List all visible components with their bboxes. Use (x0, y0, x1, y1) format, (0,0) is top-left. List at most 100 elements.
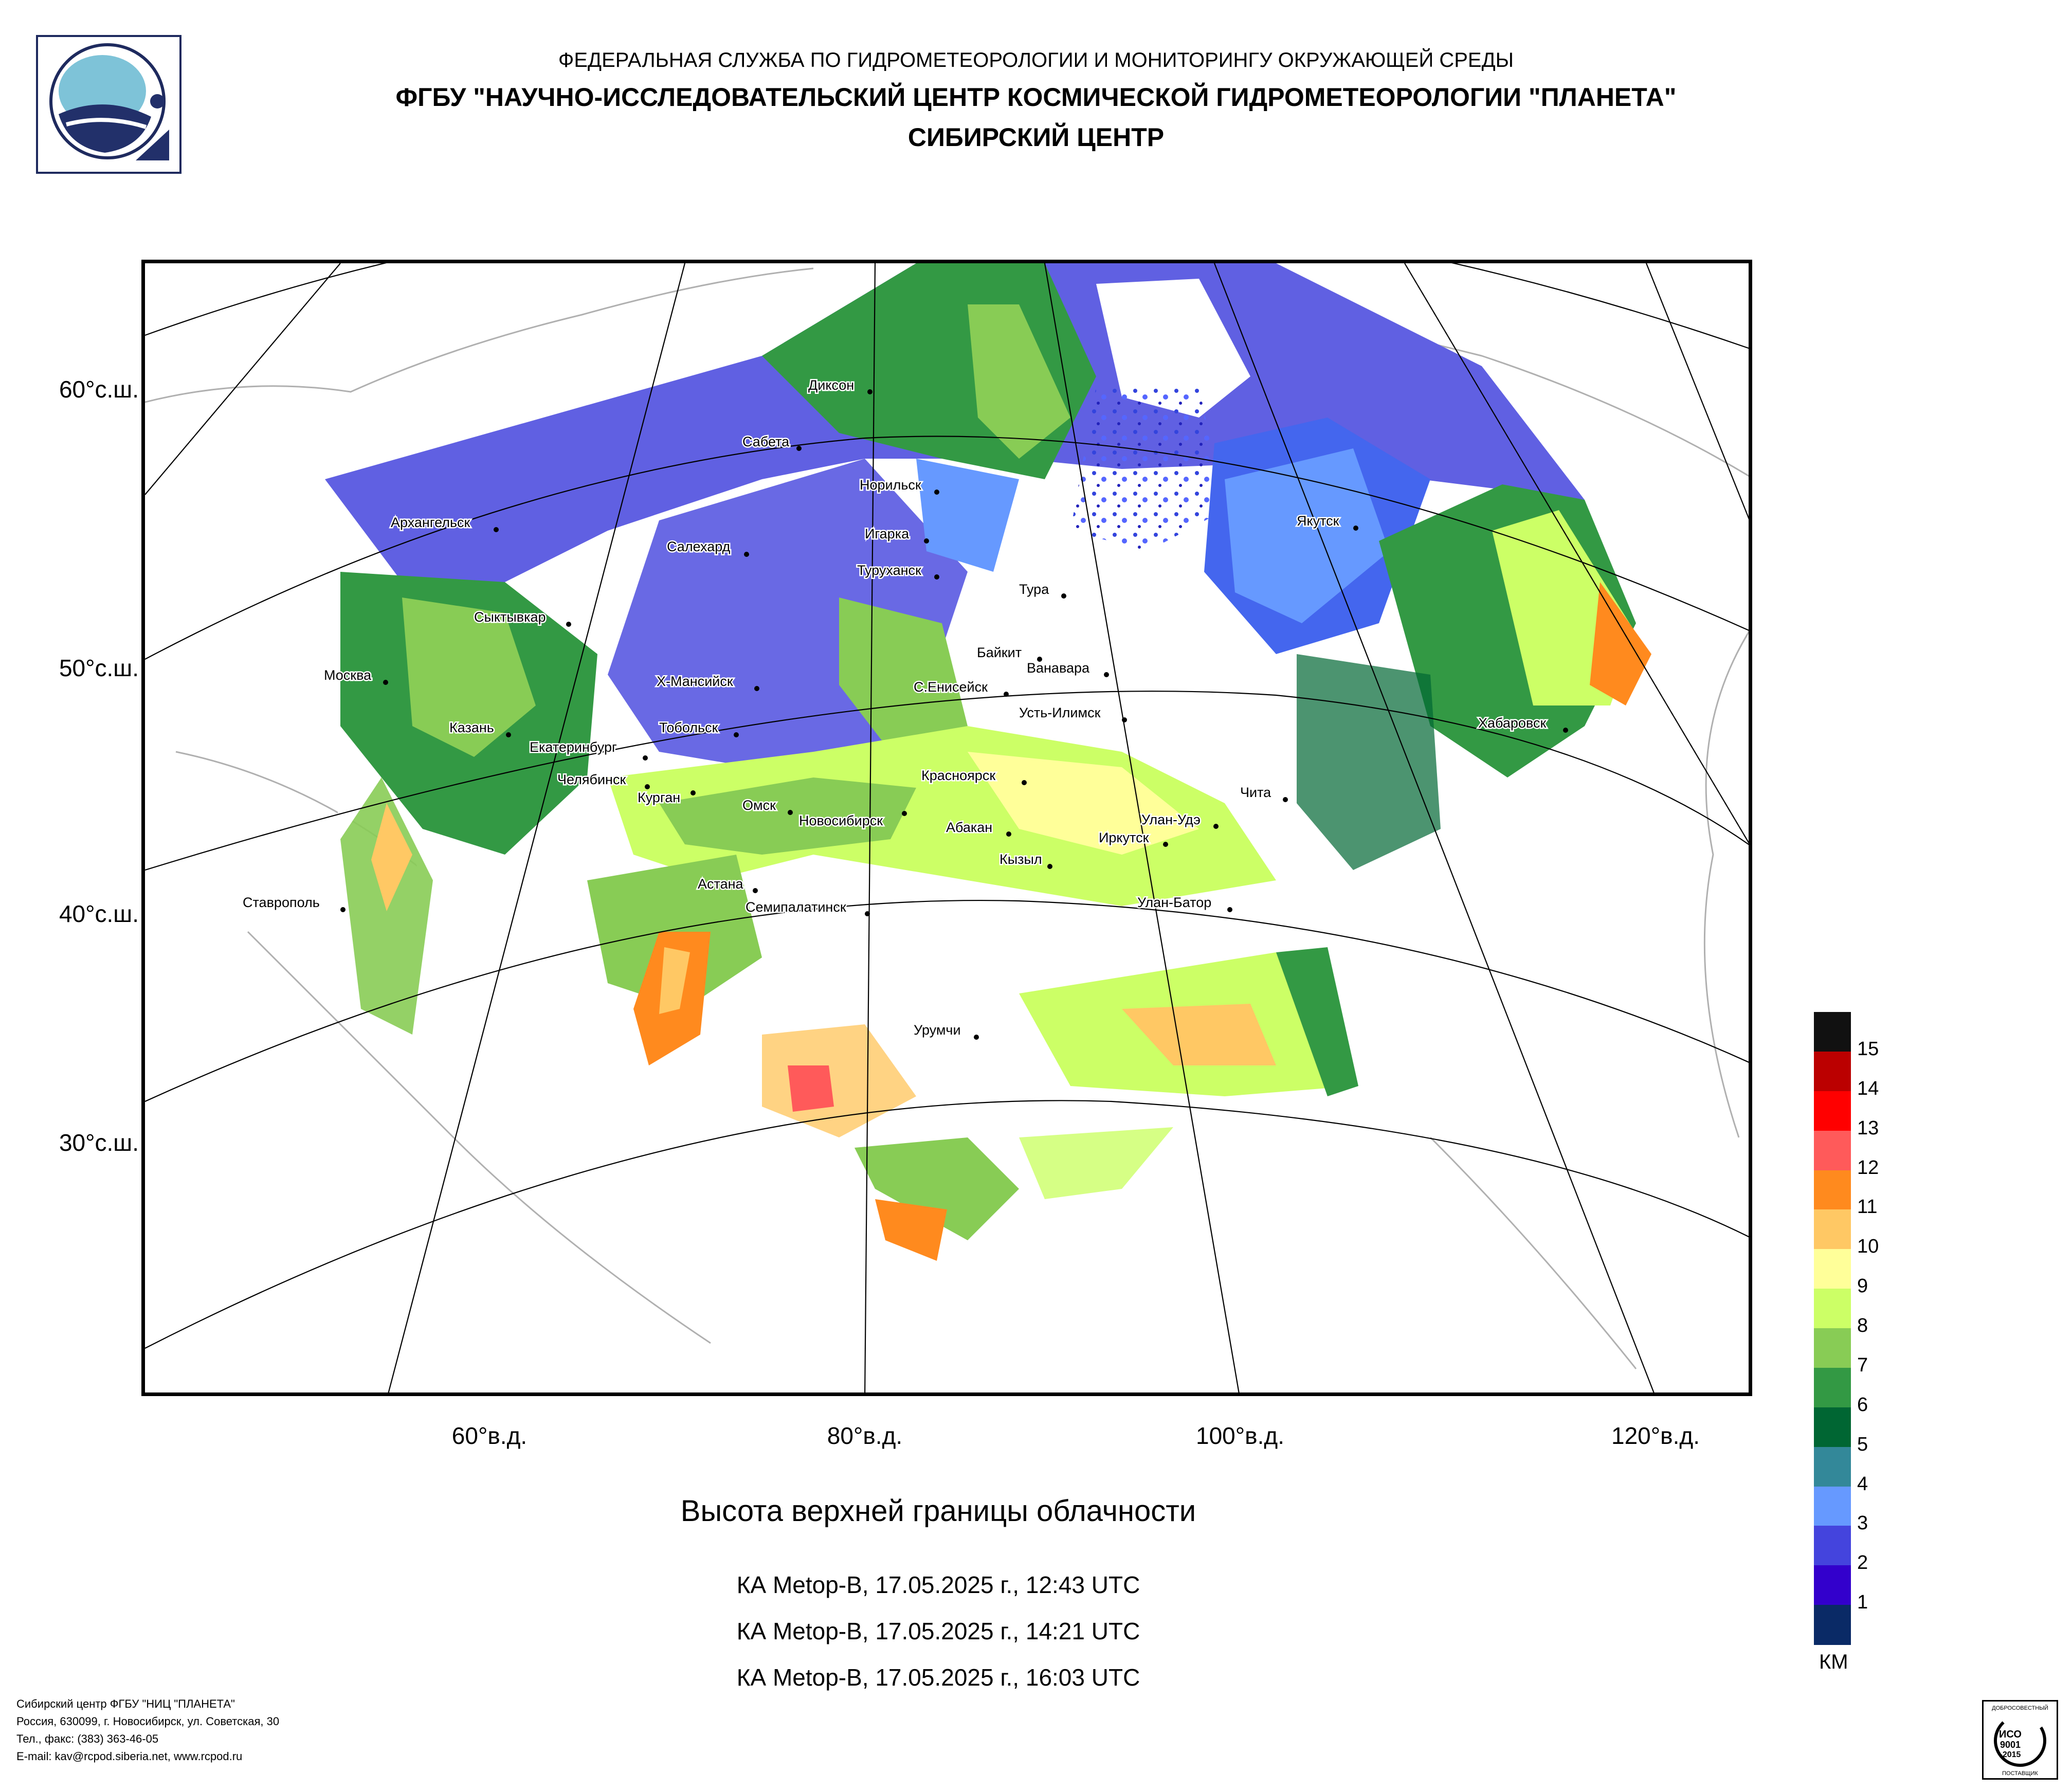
city-krasnoyarsk: Красноярск (920, 767, 1027, 785)
legend-swatch (1814, 1209, 1851, 1250)
svg-text:Хабаровск: Хабаровск (1478, 715, 1546, 731)
city-chelyabinsk: Челябинск (556, 771, 650, 789)
svg-text:Урумчи: Урумчи (914, 1022, 961, 1038)
city-syktyvkar: Сыктывкар (473, 608, 571, 627)
city-chita: Чита (1239, 784, 1288, 802)
pass-1: КА Metop-B, 17.05.2025 г., 12:43 UTC (736, 1571, 1140, 1598)
satellite-swath (320, 263, 1651, 1281)
lat-label-60: 60°с.ш. (59, 376, 139, 403)
svg-text:Москва: Москва (324, 667, 372, 683)
city-igarka: Игарка (864, 525, 929, 544)
city-abakan: Абакан (945, 819, 1011, 837)
svg-text:ПОСТАВЩИК: ПОСТАВЩИК (2002, 1770, 2038, 1777)
city-s-eniseysk: С.Енисейск (913, 678, 1009, 697)
lat-label-50: 50°с.ш. (59, 655, 139, 681)
city-tura: Тура (1018, 581, 1066, 599)
svg-text:Х-Мансийск: Х-Мансийск (657, 674, 733, 689)
svg-text:Красноярск: Красноярск (921, 768, 995, 783)
footer-line: Сибирский центр ФГБУ "НИЦ "ПЛАНЕТА" (16, 1697, 235, 1710)
height-legend (1814, 1012, 1851, 1645)
city-novosibirsk: Новосибирск (798, 811, 907, 830)
svg-text:Екатеринбург: Екатеринбург (530, 739, 617, 755)
svg-text:ИСО: ИСО (1999, 1729, 2022, 1740)
svg-text:Астана: Астана (698, 876, 743, 892)
svg-text:Улан-Батор: Улан-Батор (1137, 895, 1211, 910)
city-khabarovsk: Хабаровск (1477, 714, 1568, 733)
legend-swatch (1814, 1526, 1851, 1566)
cloud-top-map: Диксон Сабета Норильск Игарка Туруханск … (141, 260, 1752, 1396)
svg-text:9001: 9001 (2000, 1740, 2021, 1750)
svg-text:Курган: Курган (638, 790, 680, 805)
svg-text:С.Енисейск: С.Енисейск (914, 679, 988, 695)
city-ulan-ude: Улан-Удэ (1140, 811, 1219, 829)
city-urumchi: Урумчи (913, 1021, 979, 1040)
svg-text:Чита: Чита (1240, 785, 1271, 800)
svg-text:Семипалатинск: Семипалатинск (746, 899, 846, 915)
iso-certificate-badge: ДОБРОСОВЕСТНЫЙ ИСО 9001 -2015 ПОСТАВЩИК (1982, 1700, 2058, 1780)
city-omsk: Омск (741, 797, 793, 815)
legend-swatch (1814, 1486, 1851, 1527)
legend-swatch (1814, 1367, 1851, 1408)
footer-line: Тел., факс: (383) 363-46-05 (16, 1732, 159, 1745)
legend-swatch (1814, 1170, 1851, 1210)
city-turukhansk: Туруханск (856, 562, 939, 580)
footer-contacts: Сибирский центр ФГБУ "НИЦ "ПЛАНЕТА" Росс… (16, 1695, 279, 1765)
header-center: СИБИРСКИЙ ЦЕНТР (907, 123, 1165, 152)
svg-text:Архангельск: Архангельск (391, 515, 470, 530)
city-tobolsk: Тобольск (658, 719, 739, 737)
legend-swatch (1814, 1249, 1851, 1290)
city-kurgan: Курган (637, 789, 696, 807)
city-khmansiysk: Х-Мансийск (656, 673, 759, 691)
footer-line: E-mail: kav@rcpod.siberia.net, www.rcpod… (16, 1750, 243, 1763)
legend-swatch (1814, 1289, 1851, 1329)
legend-value: 3 (1857, 1512, 1868, 1534)
lat-label-30: 30°с.ш. (59, 1129, 139, 1156)
svg-text:Сыктывкар: Сыктывкар (474, 609, 546, 625)
city-sabeta: Сабета (741, 433, 802, 451)
header-organization: ФЕДЕРАЛЬНАЯ СЛУЖБА ПО ГИДРОМЕТЕОРОЛОГИИ … (558, 49, 1514, 71)
legend-value: 14 (1857, 1077, 1879, 1099)
city-irkutsk: Иркутск (1098, 829, 1168, 847)
svg-text:Салехард: Салехард (667, 539, 731, 554)
footer-line: Россия, 630099, г. Новосибирск, ул. Сове… (16, 1715, 280, 1728)
graticule (145, 263, 1749, 1392)
city-kazan: Казань (448, 719, 511, 737)
legend-value: 6 (1857, 1394, 1868, 1416)
city-vanavara: Ванавара (1026, 659, 1109, 677)
city-baykit: Байкит (976, 644, 1042, 662)
city-astana: Астана (697, 875, 758, 893)
pass-3: КА Metop-B, 17.05.2025 г., 16:03 UTC (736, 1664, 1140, 1691)
legend-unit: КМ (1819, 1651, 1848, 1673)
svg-text:Якутск: Якутск (1297, 513, 1339, 529)
legend-value: 2 (1857, 1552, 1868, 1574)
svg-text:-2015: -2015 (2000, 1750, 2021, 1759)
legend-value: 13 (1857, 1117, 1879, 1139)
lat-label-40: 40°с.ш. (59, 900, 139, 927)
city-labels: Диксон Сабета Норильск Игарка Туруханск … (242, 376, 1568, 1040)
city-ust-ilimsk: Усть-Илимск (1018, 704, 1127, 722)
pass-2: КА Metop-B, 17.05.2025 г., 14:21 UTC (736, 1618, 1140, 1644)
svg-text:Абакан: Абакан (946, 820, 992, 835)
land-outlines (145, 267, 1749, 1369)
city-stavropol: Ставрополь (242, 894, 346, 912)
legend-swatch (1814, 1091, 1851, 1131)
city-semipalatinsk: Семипалатинск (744, 898, 870, 916)
svg-text:Ванавара: Ванавара (1027, 660, 1090, 676)
legend-value: 9 (1857, 1275, 1868, 1297)
svg-text:Тобольск: Тобольск (659, 720, 718, 735)
lon-label-60: 60°в.д. (451, 1422, 528, 1449)
legend-value: 4 (1857, 1473, 1868, 1495)
city-ulan-bator: Улан-Батор (1136, 894, 1232, 912)
legend-value: 11 (1857, 1196, 1878, 1218)
legend-value: 1 (1857, 1591, 1868, 1614)
legend-value: 12 (1857, 1156, 1879, 1179)
svg-text:Туруханск: Туруханск (857, 563, 921, 578)
legend-swatch (1814, 1051, 1851, 1092)
svg-text:Диксон: Диксон (808, 377, 854, 393)
svg-text:ДОБРОСОВЕСТНЫЙ: ДОБРОСОВЕСТНЫЙ (1992, 1705, 2048, 1711)
svg-text:Ставрополь: Ставрополь (243, 895, 320, 910)
product-title: Высота верхней границы облачности (680, 1494, 1196, 1528)
city-moskva: Москва (323, 666, 388, 685)
lon-label-80: 80°в.д. (827, 1422, 903, 1449)
svg-text:Кызыл: Кызыл (999, 852, 1042, 867)
